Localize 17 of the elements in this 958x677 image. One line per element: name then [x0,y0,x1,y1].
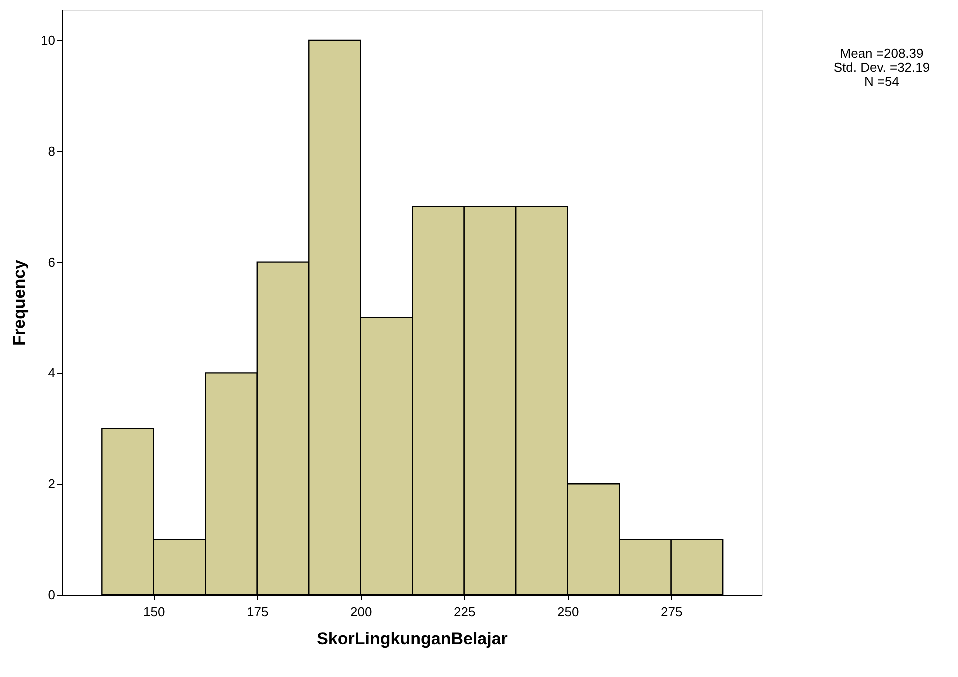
y-axis-title: Frequency [10,259,30,346]
text: Mean =208.39 [840,46,924,61]
y-tick-label: 4 [48,366,56,381]
x-tick-label: 200 [350,604,372,620]
x-tick-label: 175 [247,604,269,620]
y-tick-label: 0 [48,588,56,602]
x-tick-label: 225 [454,604,476,620]
y-tick-label: 2 [48,476,56,492]
x-tick-label: 275 [660,604,683,620]
text: Std. Dev. =32.19 [834,60,930,75]
y-tick-label: 6 [48,254,56,270]
y-tick-label: 10 [41,33,56,48]
text: N =54 [864,74,900,89]
y-tick-label: 8 [48,144,56,159]
x-axis-title: SkorLingkunganBelajar [317,630,508,648]
x-tick-label: 150 [144,604,166,620]
x-tick-label: 250 [558,604,580,620]
